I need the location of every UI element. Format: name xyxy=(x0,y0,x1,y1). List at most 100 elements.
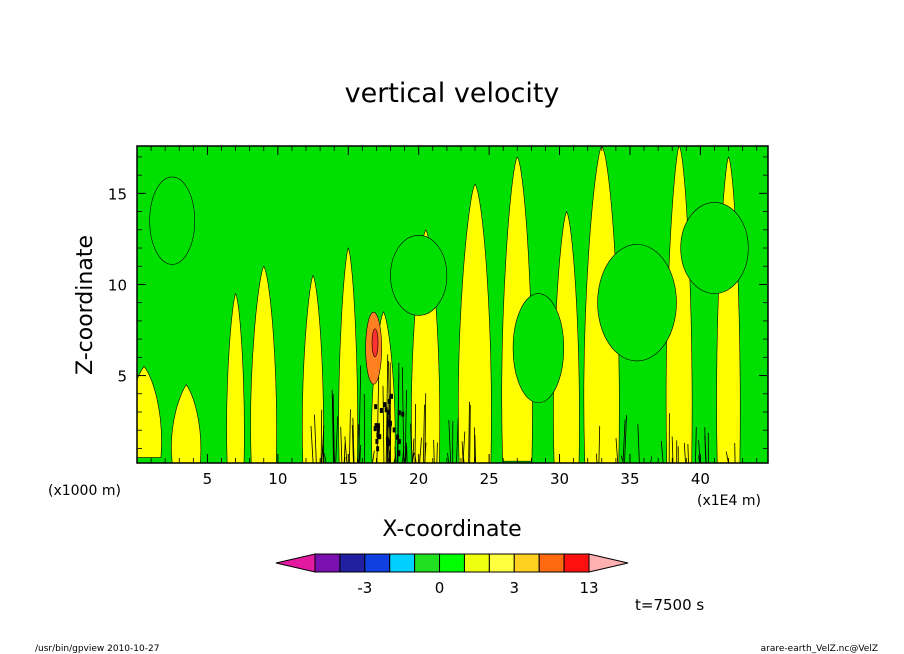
field-region-positive xyxy=(250,265,277,463)
field-contour-line xyxy=(344,436,348,463)
field-contour-line xyxy=(433,439,435,463)
field-contour-line xyxy=(340,426,343,463)
field-contour-line xyxy=(394,446,397,463)
colorbar-bin xyxy=(364,553,391,573)
field-region-negative xyxy=(390,234,448,316)
x-tick-label: 30 xyxy=(550,470,569,488)
field-contour-line xyxy=(359,444,362,463)
field-region-negative xyxy=(512,293,565,404)
field-contour-line xyxy=(671,436,674,463)
field-contour-line xyxy=(414,452,417,463)
axis-tick-marks xyxy=(137,146,768,463)
colorbar-tick-label: 13 xyxy=(579,579,598,597)
field-region-updraft-core xyxy=(371,328,379,358)
field-contour-cluster xyxy=(385,437,389,443)
colorbar-tick-label: 0 xyxy=(435,579,445,597)
field-contour-line xyxy=(349,409,351,463)
field-contour-cluster xyxy=(376,425,380,431)
colorbar-bin xyxy=(414,553,441,573)
field-contour-line xyxy=(637,424,640,463)
footer-left: /usr/bin/gpview 2010-10-27 xyxy=(35,644,159,654)
field-contour-line xyxy=(436,442,438,463)
field-contour-line xyxy=(321,434,325,463)
colorbar-tick-label: 3 xyxy=(509,579,519,597)
colorbar-tick-labels: -3 0 3 13 xyxy=(357,579,598,597)
y-tick-label: 15 xyxy=(108,185,127,203)
field-region-negative xyxy=(597,244,677,362)
colorbar-bin xyxy=(314,553,341,573)
field-contour-line xyxy=(474,435,476,463)
field-contour-cluster xyxy=(397,450,401,456)
colorbar-bin xyxy=(339,553,366,573)
field-contour-line xyxy=(343,442,346,463)
field-contour-line xyxy=(323,453,327,463)
field-contour-line xyxy=(448,419,452,463)
field-contour-cluster xyxy=(379,407,383,413)
field-contour-line xyxy=(351,425,354,463)
field-contour-line xyxy=(372,450,375,463)
field-contour-line xyxy=(687,444,689,463)
x-tick-label: 15 xyxy=(339,470,358,488)
field-contour-line xyxy=(393,458,396,463)
field-contour-line xyxy=(704,427,707,463)
x-axis-label: X-coordinate xyxy=(382,517,521,542)
y-tick-label: 10 xyxy=(108,276,127,294)
field-contour-cluster xyxy=(376,446,380,452)
x-tick-label: 40 xyxy=(691,470,710,488)
field-contour-line xyxy=(352,417,355,463)
field-contour-line xyxy=(419,437,422,463)
x-unit-label: (x1000 m) xyxy=(48,483,121,499)
colorbar-tick-label: -3 xyxy=(357,579,372,597)
field-contour-cluster xyxy=(401,411,405,417)
x-tick-label: 5 xyxy=(203,470,213,488)
colorbar-bin xyxy=(488,553,515,573)
colorbar-bin xyxy=(389,553,416,573)
x-tick-labels: 5 10 15 20 25 30 35 40 xyxy=(203,470,710,488)
field-contour-line xyxy=(469,404,471,463)
time-label: t=7500 s xyxy=(635,596,704,614)
field-contour-line xyxy=(410,423,413,463)
field-contour-cluster xyxy=(374,404,378,410)
field-region-positive xyxy=(137,365,162,458)
field-contour-cluster xyxy=(387,419,391,425)
field-contour-cluster xyxy=(377,434,381,440)
field-contour-line xyxy=(401,446,405,463)
y-axis-label: Z-coordinate xyxy=(73,235,98,375)
field-contour-line xyxy=(456,417,459,463)
field-contour-line xyxy=(660,440,664,463)
field-contour-cluster xyxy=(373,426,377,432)
field-contour-cluster xyxy=(374,423,378,429)
field-contour-line xyxy=(683,442,686,463)
x-tick-label: 35 xyxy=(620,470,639,488)
x-scale-label: (x1E4 m) xyxy=(697,493,761,509)
colorbar xyxy=(275,553,629,573)
field-contour-cluster xyxy=(383,402,387,408)
field-contour-cluster xyxy=(375,438,379,444)
field-contour-line xyxy=(382,385,385,463)
colorbar-bin xyxy=(563,553,590,573)
field-contour-line xyxy=(598,425,601,463)
plot-area xyxy=(136,145,769,464)
field-contour-line xyxy=(310,425,314,463)
field-contour-cluster xyxy=(376,423,380,429)
field-region-negative xyxy=(680,202,749,294)
field-contour-line xyxy=(615,437,619,463)
x-tick-label: 25 xyxy=(480,470,499,488)
field-contour-line xyxy=(695,427,697,463)
field-contour-cluster xyxy=(389,393,393,399)
x-tick-label: 20 xyxy=(409,470,428,488)
field-contour-line xyxy=(650,456,653,463)
field-contour-line xyxy=(468,401,470,463)
field-contour-line xyxy=(725,451,729,463)
field-contour-cluster xyxy=(397,410,401,416)
field-region-positive xyxy=(171,384,202,463)
field-contour-line xyxy=(424,393,427,463)
field-contour-cluster xyxy=(386,440,390,446)
chart-title: vertical velocity xyxy=(345,78,560,109)
field-contour-line xyxy=(320,409,323,463)
field-contour-line xyxy=(335,416,339,463)
field-contour-cluster xyxy=(396,434,400,440)
field-contour-line xyxy=(624,414,627,463)
y-tick-label: 5 xyxy=(117,368,127,386)
field-region-positive xyxy=(302,274,324,463)
